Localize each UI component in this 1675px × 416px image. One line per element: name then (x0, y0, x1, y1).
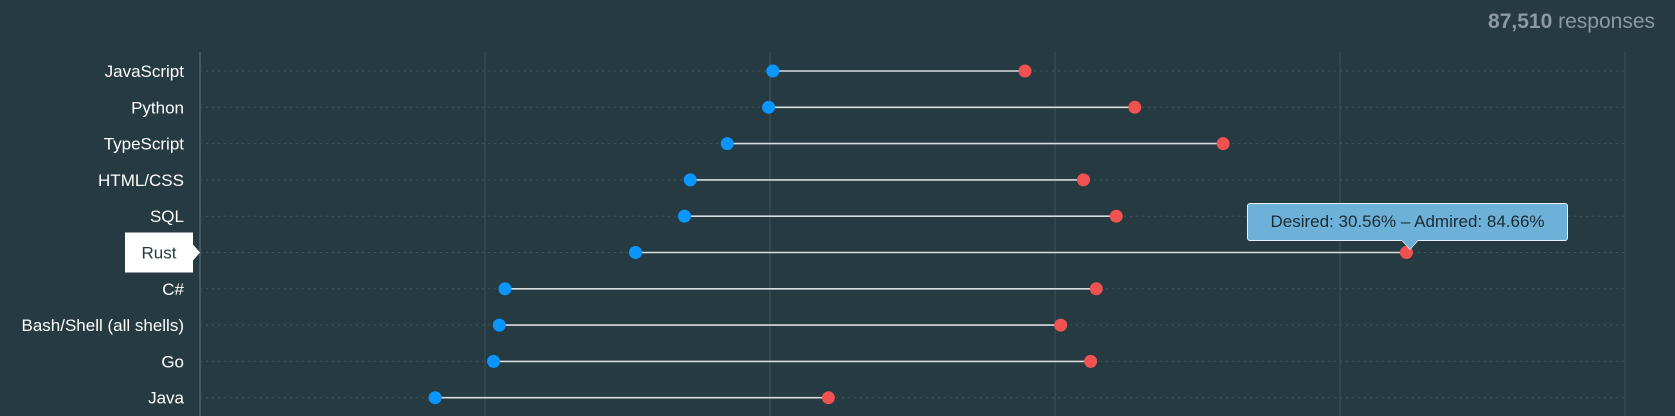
row-label: Bash/Shell (all shells) (21, 316, 184, 335)
admired-point (821, 391, 835, 405)
highlight-label-bg (125, 232, 193, 273)
tooltip: Desired: 30.56% – Admired: 84.66% (1247, 203, 1568, 241)
admired-point (1128, 100, 1142, 114)
desired-point (628, 246, 642, 259)
desired-point (498, 282, 512, 296)
desired-point (487, 354, 501, 368)
row-layer (428, 64, 1413, 405)
row-label: SQL (150, 207, 184, 226)
tooltip-arrow (1402, 240, 1418, 249)
row-label: JavaScript (105, 62, 185, 81)
highlight-label-pointer (193, 244, 200, 261)
row-label: HTML/CSS (98, 171, 184, 190)
admired-point (1109, 209, 1123, 223)
responses-count: 87,510 responses (1488, 10, 1655, 34)
desired-point (720, 137, 734, 151)
desired-point (428, 391, 442, 405)
label-layer: JavaScript Python TypeScript HTML/CSS SQL Rus… (21, 62, 200, 408)
admired-point (1018, 64, 1032, 78)
row-label: Python (131, 98, 184, 117)
admired-point (1084, 354, 1098, 368)
row-label: C# (162, 280, 184, 299)
row-label: Rust (142, 244, 177, 263)
desired-point (492, 318, 506, 332)
admired-point (1077, 173, 1090, 187)
responses-number: 87,510 (1488, 10, 1553, 33)
admired-point (1216, 137, 1230, 151)
desired-point (766, 64, 780, 78)
desired-point (678, 209, 691, 223)
row-label: Java (148, 389, 184, 408)
admired-point (1054, 318, 1068, 332)
row-label: TypeScript (104, 135, 185, 154)
desired-point (762, 100, 776, 114)
row-label: Go (161, 352, 184, 371)
responses-label: responses (1558, 10, 1655, 33)
admired-point (1089, 282, 1103, 296)
desired-point (683, 173, 697, 187)
